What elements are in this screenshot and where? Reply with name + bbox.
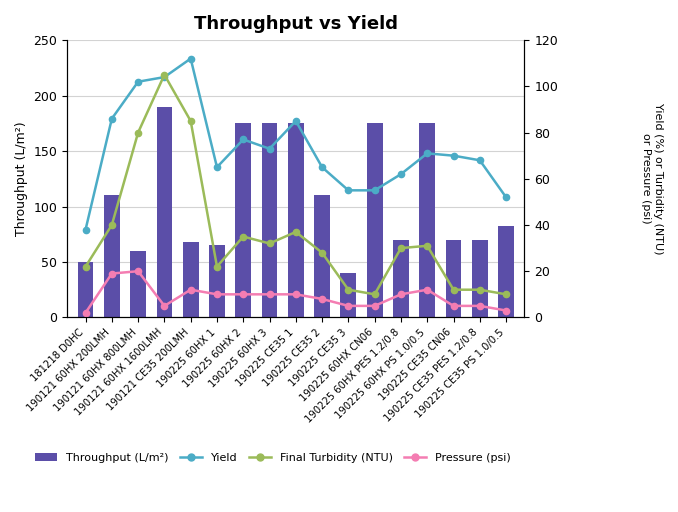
Bar <box>130 251 146 317</box>
Bar <box>78 262 94 317</box>
Title: Throughput vs Yield: Throughput vs Yield <box>194 15 398 33</box>
Bar <box>393 240 409 317</box>
Bar <box>445 240 462 317</box>
Bar <box>340 273 356 317</box>
Bar <box>472 240 487 317</box>
Bar <box>498 226 514 317</box>
Bar <box>419 123 435 317</box>
Bar <box>157 106 172 317</box>
Legend: Throughput (L/m²), Yield, Final Turbidity (NTU), Pressure (psi): Throughput (L/m²), Yield, Final Turbidit… <box>31 449 515 467</box>
Bar <box>209 245 225 317</box>
Bar <box>235 123 251 317</box>
Y-axis label: Yield (%) or Turbidity (NTU)
or Pressure (psi): Yield (%) or Turbidity (NTU) or Pressure… <box>641 103 663 254</box>
Bar <box>262 123 277 317</box>
Bar <box>183 242 199 317</box>
Y-axis label: Throughput (L/m²): Throughput (L/m²) <box>15 121 28 236</box>
Bar <box>288 123 304 317</box>
Bar <box>314 196 330 317</box>
Bar <box>367 123 382 317</box>
Bar <box>104 196 120 317</box>
